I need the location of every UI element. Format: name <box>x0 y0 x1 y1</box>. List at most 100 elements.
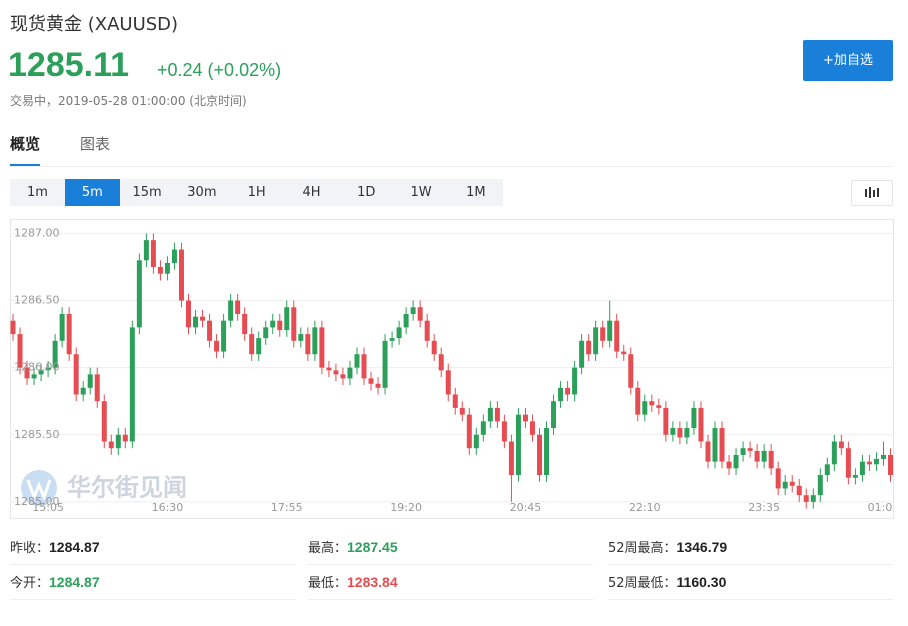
candle-body <box>368 378 374 384</box>
icon <box>865 187 879 198</box>
candle-body <box>214 340 220 352</box>
candle-body <box>719 428 725 462</box>
candle-body <box>824 464 830 476</box>
candle-body <box>551 401 557 429</box>
candle-body <box>761 450 767 462</box>
candle-body <box>80 387 86 395</box>
candle-body <box>291 307 297 341</box>
candle-body <box>803 495 809 502</box>
y-tick-label: 1285.00 <box>14 495 60 508</box>
candle-body <box>838 441 844 449</box>
candle-body <box>782 481 788 489</box>
candle-body <box>340 374 346 379</box>
candle-body <box>544 428 550 476</box>
candle-body <box>852 475 858 478</box>
candle-body <box>200 316 206 321</box>
candle-body <box>171 249 177 263</box>
y-tick-label: 1286.00 <box>14 361 60 374</box>
chart-type-button[interactable] <box>851 180 893 206</box>
candle-body <box>866 461 872 465</box>
candle-body <box>600 327 606 341</box>
candle-body <box>508 441 514 476</box>
candle-body <box>649 401 655 406</box>
candle-body <box>796 485 802 496</box>
candle-body <box>298 334 304 341</box>
stat-value: 1287.45 <box>347 539 398 555</box>
candle-body <box>572 367 578 395</box>
candle-body <box>501 421 507 442</box>
candle-body <box>712 428 718 462</box>
candle-body <box>157 266 163 274</box>
candle-body <box>108 441 114 449</box>
candle-body <box>873 458 879 465</box>
candle-body <box>207 320 213 341</box>
candle-body <box>354 354 360 368</box>
period-button[interactable]: 4H <box>302 185 321 200</box>
y-tick-label: 1286.50 <box>14 294 60 307</box>
stat-item: 最高：1287.45 <box>308 530 593 565</box>
period-button[interactable]: 1D <box>357 185 376 200</box>
tab[interactable]: 概览 <box>10 133 41 166</box>
candle-body <box>431 340 437 355</box>
y-tick-label: 1287.00 <box>14 226 60 239</box>
candle-body <box>733 454 739 469</box>
candle-body <box>775 468 781 489</box>
period-bar: 1m 5m 15m 30m 1H 4H 1D 1W 1M <box>10 179 503 206</box>
period-button[interactable]: 1W <box>410 185 432 200</box>
candle-body <box>459 407 465 415</box>
period-button[interactable]: 15m <box>132 185 162 200</box>
stat-label: 52周最低： <box>608 576 677 591</box>
candle-body <box>326 367 332 371</box>
candle-body <box>670 428 676 435</box>
candle-body <box>347 367 353 379</box>
candle-body <box>186 300 191 328</box>
candle-body <box>31 374 37 379</box>
candle-body <box>888 454 893 476</box>
tab[interactable]: 图表 <box>80 135 111 153</box>
period-button[interactable]: 1H <box>247 185 266 200</box>
stat-value: 1346.79 <box>676 539 728 555</box>
candle-body <box>565 387 571 395</box>
candle-body <box>284 307 290 331</box>
candle-body <box>831 441 837 465</box>
candle-body <box>684 428 690 438</box>
candle-body <box>698 407 704 442</box>
candle-body <box>150 240 156 267</box>
x-tick-label: 15:05 <box>32 501 64 514</box>
candle-body <box>810 495 816 502</box>
candle-body <box>768 450 774 469</box>
stat-item: 52周最高：1346.79 <box>608 530 893 565</box>
candle-body <box>235 300 241 314</box>
candle-body <box>705 441 711 462</box>
candle-body <box>473 434 479 449</box>
stat-label: 今开： <box>10 576 50 591</box>
candle-body <box>164 262 170 274</box>
x-tick-label: 17:55 <box>271 501 303 514</box>
candle-body <box>656 405 662 408</box>
stat-value: 1284.87 <box>49 539 100 555</box>
period-button[interactable]: 1m <box>27 185 48 200</box>
candle-body <box>445 370 451 395</box>
stat-label: 昨收： <box>10 541 50 556</box>
candle-body <box>466 414 472 449</box>
period-button[interactable]: 5m <box>64 179 120 206</box>
change: +0.24 (+0.02%) <box>157 60 282 80</box>
candle-body <box>410 307 416 314</box>
candle-body <box>515 414 521 476</box>
candle-body <box>740 448 746 455</box>
period-button[interactable]: 30m <box>187 185 217 200</box>
candle-body <box>382 340 388 388</box>
price: 1285.11 <box>8 46 130 84</box>
candle-body <box>859 461 865 476</box>
period-button[interactable]: 1M <box>466 185 486 200</box>
candle-body <box>677 428 683 438</box>
stat-item: 昨收：1284.87 <box>10 530 295 565</box>
candle-body <box>607 320 613 341</box>
add-watchlist-button[interactable]: +加自选 <box>803 40 893 81</box>
stat-label: 最高： <box>308 541 348 556</box>
watermark-text: 华尔街见闻 <box>67 473 187 502</box>
candle-body <box>424 320 430 341</box>
stat-label: 最低： <box>308 576 348 591</box>
candle-body <box>221 320 227 352</box>
